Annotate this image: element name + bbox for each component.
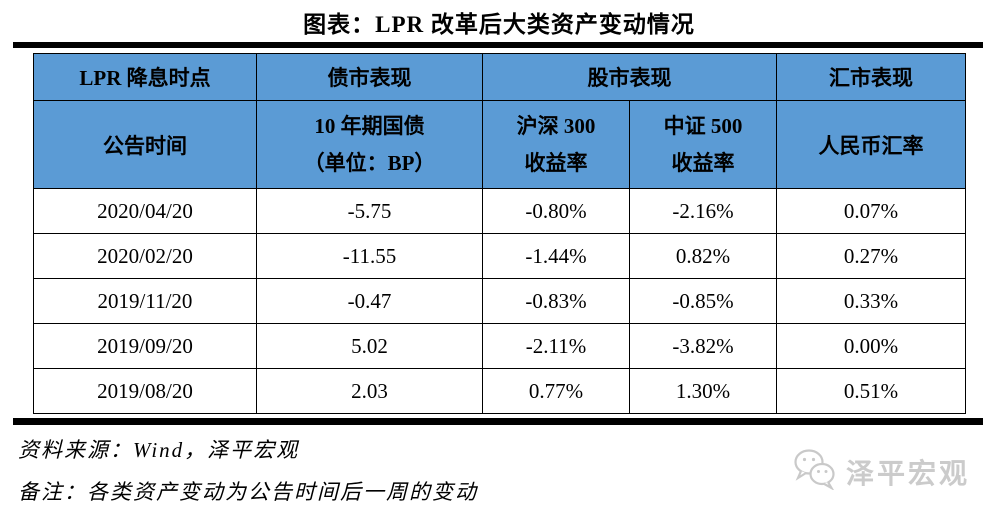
header-csi500-return: 中证 500 收益率 — [629, 100, 777, 189]
header-10y-treasury-line2: （单位：BP） — [303, 150, 436, 175]
table-header-sub-row: 公告时间 10 年期国债 （单位：BP） 沪深 300 收益率 中证 500 收… — [33, 100, 966, 189]
header-lpr-cut-time: LPR 降息时点 — [33, 53, 257, 101]
table-row: 2019/08/20 2.03 0.77% 1.30% 0.51% — [33, 368, 966, 414]
cell-date: 2019/09/20 — [33, 323, 257, 369]
cell-hs300: -0.80% — [482, 188, 630, 234]
cell-bond: -0.47 — [256, 278, 483, 324]
cell-date: 2020/02/20 — [33, 233, 257, 279]
publisher-watermark: 泽平宏观 — [792, 448, 970, 495]
cell-csi500: 1.30% — [629, 368, 777, 414]
top-rule-divider — [13, 42, 983, 48]
header-10y-treasury: 10 年期国债 （单位：BP） — [256, 100, 483, 189]
header-cny-rate: 人民币汇率 — [776, 100, 966, 189]
cell-hs300: -0.83% — [482, 278, 630, 324]
header-csi500-line2: 收益率 — [671, 150, 735, 175]
header-bond-market: 债市表现 — [256, 53, 483, 101]
bottom-rule-divider — [13, 418, 983, 425]
cell-bond: -11.55 — [256, 233, 483, 279]
header-hs300-line2: 收益率 — [524, 150, 588, 175]
cell-csi500: 0.82% — [629, 233, 777, 279]
lpr-assets-table: LPR 降息时点 债市表现 股市表现 汇市表现 公告时间 10 年期国债 （单位… — [33, 53, 966, 414]
wechat-icon — [792, 448, 838, 495]
watermark-brand-text: 泽平宏观 — [845, 458, 970, 490]
cell-hs300: -1.44% — [482, 233, 630, 279]
header-stock-market: 股市表现 — [482, 53, 777, 101]
table-header-group-row: LPR 降息时点 债市表现 股市表现 汇市表现 — [33, 53, 966, 101]
cell-csi500: -3.82% — [629, 323, 777, 369]
figure-title: 图表：LPR 改革后大类资产变动情况 — [303, 12, 695, 37]
remark-note: 备注：各类资产变动为公告时间后一周的变动 — [18, 480, 478, 504]
cell-fx: 0.51% — [776, 368, 966, 414]
cell-fx: 0.00% — [776, 323, 966, 369]
table-row: 2019/11/20 -0.47 -0.83% -0.85% 0.33% — [33, 278, 966, 324]
cell-csi500: -2.16% — [629, 188, 777, 234]
cell-fx: 0.07% — [776, 188, 966, 234]
cell-bond: -5.75 — [256, 188, 483, 234]
header-hs300-return: 沪深 300 收益率 — [482, 100, 630, 189]
source-note: 资料来源：Wind，泽平宏观 — [18, 438, 300, 462]
table-row: 2020/02/20 -11.55 -1.44% 0.82% 0.27% — [33, 233, 966, 279]
cell-fx: 0.27% — [776, 233, 966, 279]
header-10y-treasury-line1: 10 年期国债 — [314, 113, 425, 138]
table-row: 2019/09/20 5.02 -2.11% -3.82% 0.00% — [33, 323, 966, 369]
cell-bond: 5.02 — [256, 323, 483, 369]
header-fx-market: 汇市表现 — [776, 53, 966, 101]
cell-date: 2019/11/20 — [33, 278, 257, 324]
table-row: 2020/04/20 -5.75 -0.80% -2.16% 0.07% — [33, 188, 966, 234]
header-csi500-line1: 中证 500 — [663, 113, 743, 138]
cell-bond: 2.03 — [256, 368, 483, 414]
cell-csi500: -0.85% — [629, 278, 777, 324]
header-announce-date: 公告时间 — [33, 100, 257, 189]
cell-date: 2020/04/20 — [33, 188, 257, 234]
cell-fx: 0.33% — [776, 278, 966, 324]
header-hs300-line1: 沪深 300 — [516, 113, 596, 138]
cell-hs300: 0.77% — [482, 368, 630, 414]
cell-date: 2019/08/20 — [33, 368, 257, 414]
cell-hs300: -2.11% — [482, 323, 630, 369]
